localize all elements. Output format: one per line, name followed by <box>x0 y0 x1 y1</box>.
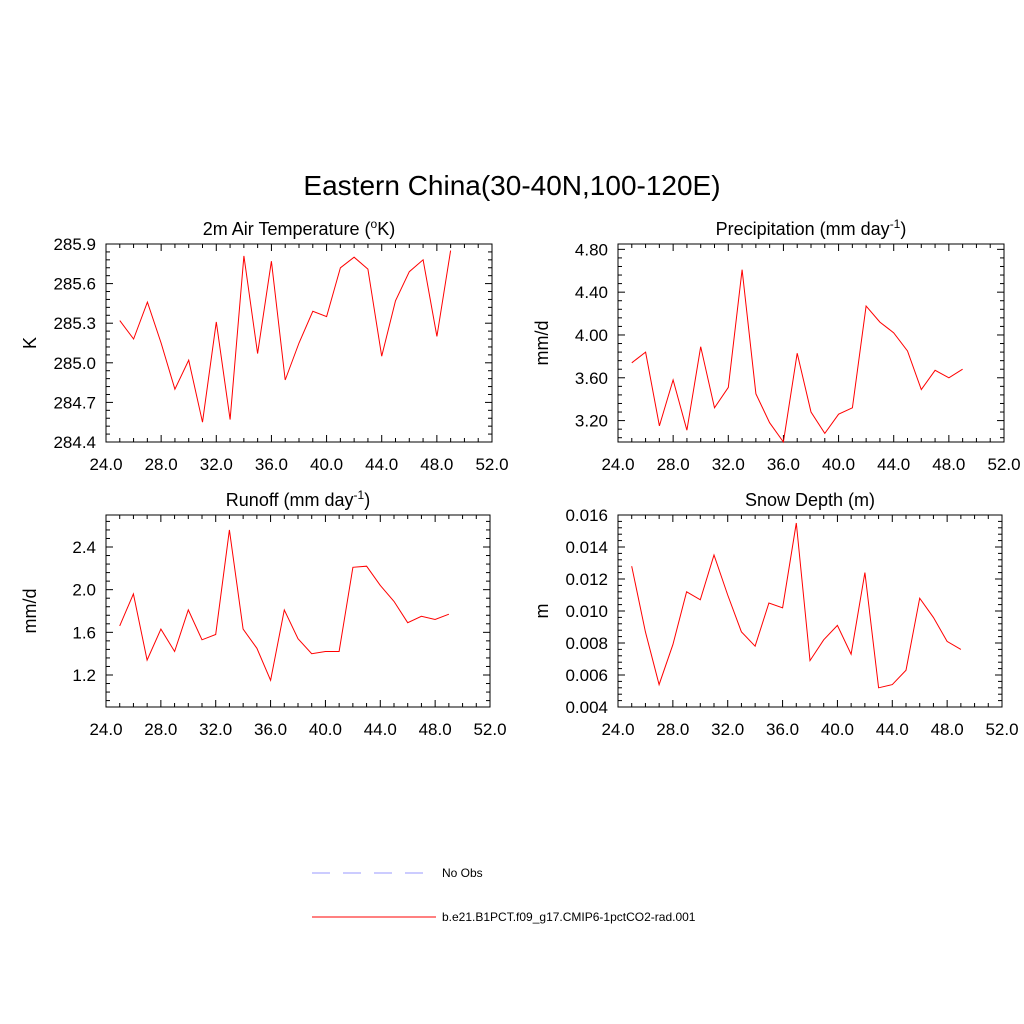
x-tick-label: 32.0 <box>199 720 232 739</box>
y-tick-label: 0.010 <box>565 602 608 621</box>
panel-title: 2m Air Temperature (oK) <box>203 217 395 239</box>
panel-title-tail: K) <box>377 219 395 239</box>
x-tick-label: 40.0 <box>310 455 343 474</box>
panel-title-tail: ) <box>364 490 370 510</box>
series-line <box>119 529 450 682</box>
x-tick-label: 36.0 <box>766 720 799 739</box>
x-tick-label: 48.0 <box>932 455 965 474</box>
legend-item: No Obs <box>312 866 483 880</box>
x-tick-label: 52.0 <box>987 455 1020 474</box>
y-tick-label: 284.4 <box>53 433 96 452</box>
x-tick-label: 48.0 <box>419 720 452 739</box>
legend-label: b.e21.B1PCT.f09_g17.CMIP6-1pctCO2-rad.00… <box>442 910 696 924</box>
panel-4: Snow Depth (m) m 24.0 28.0 32.0 36.0 40.0 44.0 4… <box>532 490 1019 739</box>
y-axis-label: mm/d <box>532 321 552 366</box>
figure-title: Eastern China(30-40N,100-120E) <box>303 170 720 201</box>
legend: No Obs b.e21.B1PCT.f09_g17.CMIP6-1pctCO2-… <box>312 866 696 924</box>
panel-title-superscript: -1 <box>354 488 365 502</box>
y-tick-label: 0.004 <box>565 698 608 717</box>
x-tick-label: 48.0 <box>420 455 453 474</box>
panel-title: Runoff (mm day-1) <box>226 488 370 510</box>
y-tick-label: 284.7 <box>53 393 96 412</box>
x-tick-label: 36.0 <box>254 720 287 739</box>
x-tick-label: 28.0 <box>145 455 178 474</box>
x-tick-label: 44.0 <box>876 720 909 739</box>
y-tick-label: 1.2 <box>72 666 96 685</box>
y-tick-label: 4.40 <box>575 283 608 302</box>
panel-title-tail: ) <box>900 219 906 239</box>
x-tick-label: 32.0 <box>712 455 745 474</box>
series-line <box>631 522 962 689</box>
x-tick-label: 24.0 <box>89 720 122 739</box>
panel-title: Precipitation (mm day-1) <box>716 217 907 239</box>
x-tick-label: 52.0 <box>985 720 1018 739</box>
panels: 2m Air Temperature (oK) K 24.0 28.0 32.0 36.0… <box>20 217 1021 739</box>
y-tick-label: 285.9 <box>53 235 96 254</box>
panel-title-text: Snow Depth (m) <box>745 490 875 510</box>
x-tick-label: 52.0 <box>475 455 508 474</box>
legend-label: No Obs <box>442 866 483 880</box>
y-tick-label: 285.3 <box>53 314 96 333</box>
y-axis-label: mm/d <box>20 589 40 634</box>
x-tick-label: 52.0 <box>473 720 506 739</box>
panel-title-text: Precipitation (mm day <box>716 219 890 239</box>
x-tick-label: 40.0 <box>822 455 855 474</box>
legend-item: b.e21.B1PCT.f09_g17.CMIP6-1pctCO2-rad.00… <box>312 910 696 924</box>
y-tick-label: 3.20 <box>575 412 608 431</box>
y-tick-label: 1.6 <box>72 623 96 642</box>
x-tick-label: 24.0 <box>601 455 634 474</box>
x-tick-label: 44.0 <box>365 455 398 474</box>
y-tick-label: 0.012 <box>565 570 608 589</box>
y-axis-label: K <box>20 337 40 349</box>
panel-1: 2m Air Temperature (oK) K 24.0 28.0 32.0 36.0… <box>20 217 509 474</box>
y-tick-label: 0.016 <box>565 506 608 525</box>
y-tick-label: 285.0 <box>53 354 96 373</box>
panel-title-text: 2m Air Temperature ( <box>203 219 371 239</box>
x-tick-label: 44.0 <box>364 720 397 739</box>
x-tick-label: 32.0 <box>200 455 233 474</box>
panel-title: Snow Depth (m) <box>745 490 875 510</box>
panel-title-superscript: o <box>371 217 378 231</box>
y-tick-label: 2.4 <box>72 538 96 557</box>
y-tick-label: 0.008 <box>565 634 608 653</box>
x-tick-label: 28.0 <box>656 720 689 739</box>
x-tick-label: 24.0 <box>89 455 122 474</box>
x-tick-label: 40.0 <box>821 720 854 739</box>
panel-3: Runoff (mm day-1) mm/d 24.0 28.0 32.0 36.0 40.… <box>20 488 507 739</box>
x-tick-label: 28.0 <box>657 455 690 474</box>
panel-title-text: Runoff (mm day <box>226 490 354 510</box>
series-line <box>119 250 452 423</box>
y-axis-label: m <box>532 604 552 619</box>
y-tick-label: 3.60 <box>575 369 608 388</box>
x-tick-label: 32.0 <box>711 720 744 739</box>
x-tick-label: 28.0 <box>144 720 177 739</box>
x-tick-label: 40.0 <box>309 720 342 739</box>
series-line <box>631 269 963 444</box>
panel-2: Precipitation (mm day-1) mm/d 24.0 28.0 32.0… <box>532 217 1021 474</box>
panel-title-superscript: -1 <box>890 217 901 231</box>
y-tick-label: 285.6 <box>53 275 96 294</box>
y-tick-label: 0.006 <box>565 666 608 685</box>
x-tick-label: 44.0 <box>877 455 910 474</box>
y-tick-label: 4.80 <box>575 240 608 259</box>
y-tick-label: 4.00 <box>575 326 608 345</box>
y-tick-label: 2.0 <box>72 581 96 600</box>
x-tick-label: 24.0 <box>601 720 634 739</box>
x-tick-label: 36.0 <box>767 455 800 474</box>
y-tick-label: 0.014 <box>565 538 608 557</box>
x-tick-label: 48.0 <box>931 720 964 739</box>
x-tick-label: 36.0 <box>255 455 288 474</box>
